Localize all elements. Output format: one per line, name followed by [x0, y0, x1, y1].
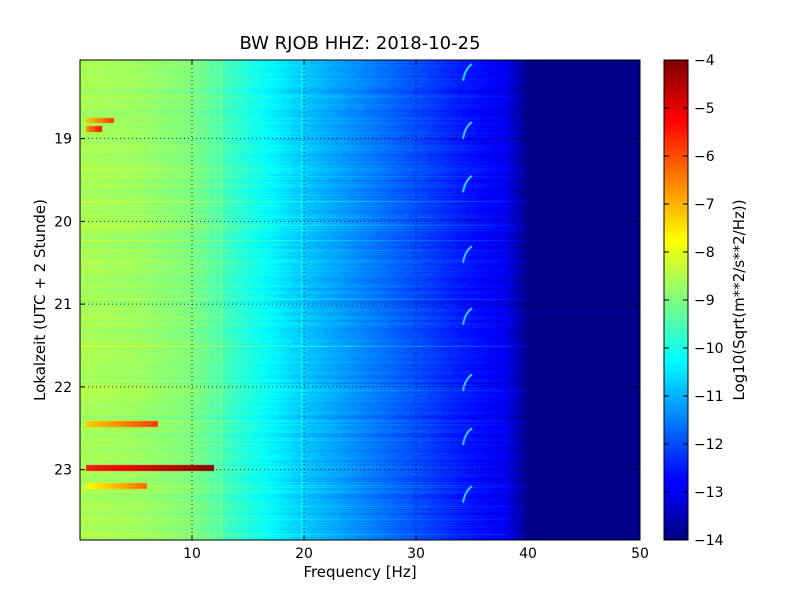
chirp-mark: [462, 175, 473, 193]
colorbar-tick-label: −8: [694, 245, 715, 261]
chirp-marks: [462, 63, 473, 503]
x-tick-label: 40: [519, 546, 537, 562]
chart-title: BW RJOB HHZ: 2018-10-25: [239, 33, 480, 54]
colorbar-tick-label: −13: [694, 485, 724, 501]
y-tick-label: 22: [54, 380, 72, 396]
colorbar-tick-label: −6: [694, 149, 715, 165]
colorbar-tick-label: −10: [694, 341, 724, 357]
colorbar-ticks: −4 −5 −6 −7 −8 −9 −10 −11 −12 −13 −14: [664, 53, 724, 549]
x-axis: 10 20 30 40 50: [183, 60, 649, 562]
colorbar-tick-label: −12: [694, 437, 724, 453]
colorbar-tick-label: −9: [694, 293, 715, 309]
spectrogram-heatmap: [80, 60, 640, 540]
colorbar-tick-label: −11: [694, 389, 724, 405]
x-tick-label: 10: [183, 546, 201, 562]
colorbar: −4 −5 −6 −7 −8 −9 −10 −11 −12 −13 −14 Log10(Sqrt(m…: [663, 53, 748, 549]
plot-frame: [79, 59, 641, 541]
chirp-mark: [462, 373, 473, 392]
colorbar-label: Log10(Sqrt(m**2/s**2/Hz)): [730, 199, 748, 400]
chirp-mark: [462, 245, 473, 263]
y-tick-label: 20: [54, 214, 72, 230]
chirp-mark: [462, 427, 473, 446]
x-tick-label: 30: [407, 546, 425, 562]
chirp-mark: [462, 485, 473, 503]
x-axis-label: Frequency [Hz]: [303, 563, 416, 581]
colorbar-tick-label: −14: [694, 533, 724, 549]
chirp-mark: [462, 121, 473, 139]
y-tick-label: 23: [54, 463, 72, 479]
chirp-mark: [462, 63, 473, 81]
chirp-mark: [462, 307, 473, 326]
plot-area: [79, 59, 641, 541]
x-tick-label: 20: [295, 546, 313, 562]
y-tick-label: 21: [54, 297, 72, 313]
colorbar-tick-label: −4: [694, 53, 715, 69]
y-tick-label: 19: [54, 132, 72, 148]
y-axis-label: Lokalzeit (UTC + 2 Stunde): [31, 199, 49, 401]
grid-lines: [80, 60, 640, 540]
colorbar-tick-label: −5: [694, 101, 715, 117]
colorbar-tick-label: −7: [694, 197, 715, 213]
x-tick-label: 50: [631, 546, 649, 562]
y-axis: 19 20 21 22 23: [54, 132, 640, 479]
